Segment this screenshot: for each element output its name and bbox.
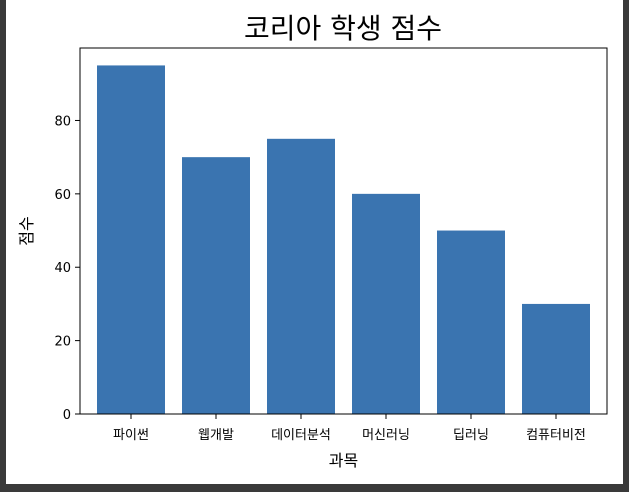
y-tick-label: 80 — [54, 114, 71, 129]
y-axis-label: 점수 — [17, 216, 36, 245]
y-ticks-group: 0 20 40 60 80 — [54, 114, 80, 423]
plot-frame — [79, 47, 608, 415]
x-tick-label: 파이썬 — [113, 428, 149, 443]
y-tick-label: 0 — [63, 408, 71, 423]
x-tick-label: 머신러닝 — [362, 428, 410, 443]
bar-1 — [97, 65, 165, 414]
x-tick-label: 데이터분석 — [271, 428, 331, 443]
y-tick-label: 20 — [54, 335, 71, 350]
bar-3 — [267, 138, 335, 415]
bar-chart: 코리아 학생 점수 파이썬 웹개발 데이터분석 머신러닝 딥러닝 컴퓨터비전 0 20 40 6… — [17, 12, 608, 470]
x-ticks-group: 파이썬 웹개발 데이터분석 머신러닝 딥러닝 컴퓨터비전 — [113, 414, 586, 443]
bar-4 — [352, 193, 420, 414]
bar-2 — [182, 157, 250, 414]
x-tick-label: 딥러닝 — [453, 428, 489, 443]
x-axis-label: 과목 — [329, 451, 358, 470]
bar-6 — [522, 303, 590, 414]
chart-frame: 코리아 학생 점수 파이썬 웹개발 데이터분석 머신러닝 딥러닝 컴퓨터비전 0 20 40 6… — [6, 0, 623, 484]
x-tick-label: 웹개발 — [198, 428, 234, 443]
y-tick-label: 60 — [54, 188, 71, 203]
bars-group — [97, 65, 590, 415]
y-tick-label: 40 — [54, 261, 71, 276]
chart-title: 코리아 학생 점수 — [244, 12, 442, 45]
x-tick-label: 컴퓨터비전 — [526, 428, 586, 443]
bar-5 — [437, 230, 505, 414]
